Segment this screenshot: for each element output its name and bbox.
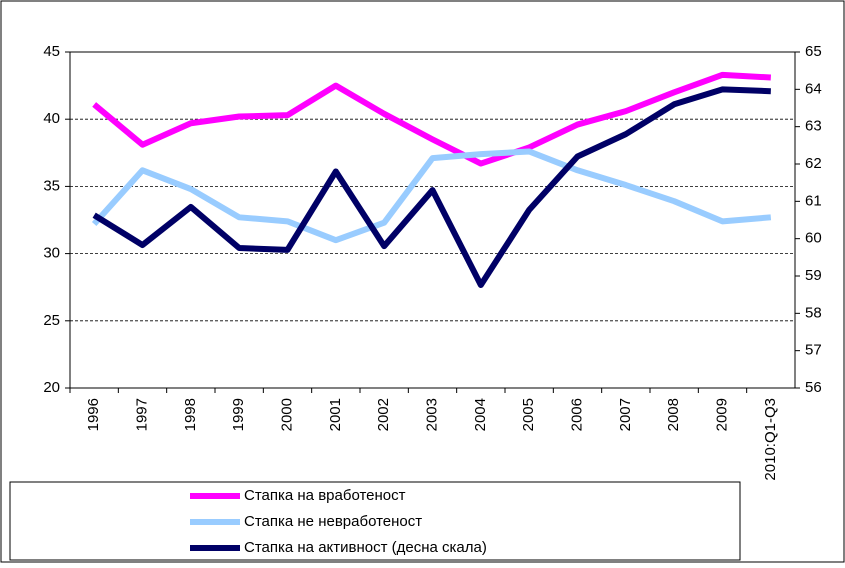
x-tick-label: 2000 — [278, 398, 295, 431]
legend-label: Стапка на вработеност — [244, 487, 406, 504]
y2-tick-label: 64 — [805, 80, 822, 97]
y-tick-label: 20 — [43, 379, 60, 396]
x-tick-label: 2010:Q1-Q3 — [762, 398, 779, 481]
x-tick-label: 2005 — [520, 398, 537, 431]
series-line — [92, 71, 771, 167]
x-tick-label: 2006 — [568, 398, 585, 431]
x-tick-label: 1998 — [182, 398, 199, 431]
y2-tick-label: 65 — [805, 43, 822, 60]
y2-tick-label: 57 — [805, 342, 822, 359]
y-tick-label: 30 — [43, 245, 60, 262]
y-tick-label: 25 — [43, 312, 60, 329]
x-tick-label: 1996 — [85, 398, 102, 431]
x-tick-label: 2007 — [617, 398, 634, 431]
y2-tick-label: 63 — [805, 118, 822, 135]
legend-label: Стапка не невработеност — [244, 513, 422, 530]
x-tick-label: 1997 — [133, 398, 150, 431]
y2-tick-label: 61 — [805, 192, 822, 209]
y2-tick-label: 60 — [805, 230, 822, 247]
y2-tick-label: 58 — [805, 304, 822, 321]
legend-box — [9, 481, 741, 561]
y-tick-label: 35 — [43, 177, 60, 194]
series-line — [92, 86, 771, 288]
x-tick-label: 2001 — [327, 398, 344, 431]
x-tick-label: 2003 — [423, 398, 440, 431]
legend-label: Стапка на активност (десна скала) — [244, 539, 487, 556]
y2-tick-label: 59 — [805, 267, 822, 284]
y2-tick-label: 56 — [805, 379, 822, 396]
x-tick-label: 1999 — [230, 398, 247, 431]
series-line — [91, 148, 772, 244]
y-tick-label: 40 — [43, 110, 60, 127]
x-tick-label: 2008 — [665, 398, 682, 431]
x-tick-label: 2004 — [472, 398, 489, 431]
x-tick-label: 2009 — [713, 398, 730, 431]
y2-tick-label: 62 — [805, 155, 822, 172]
x-tick-label: 2002 — [375, 398, 392, 431]
y-tick-label: 45 — [43, 43, 60, 60]
